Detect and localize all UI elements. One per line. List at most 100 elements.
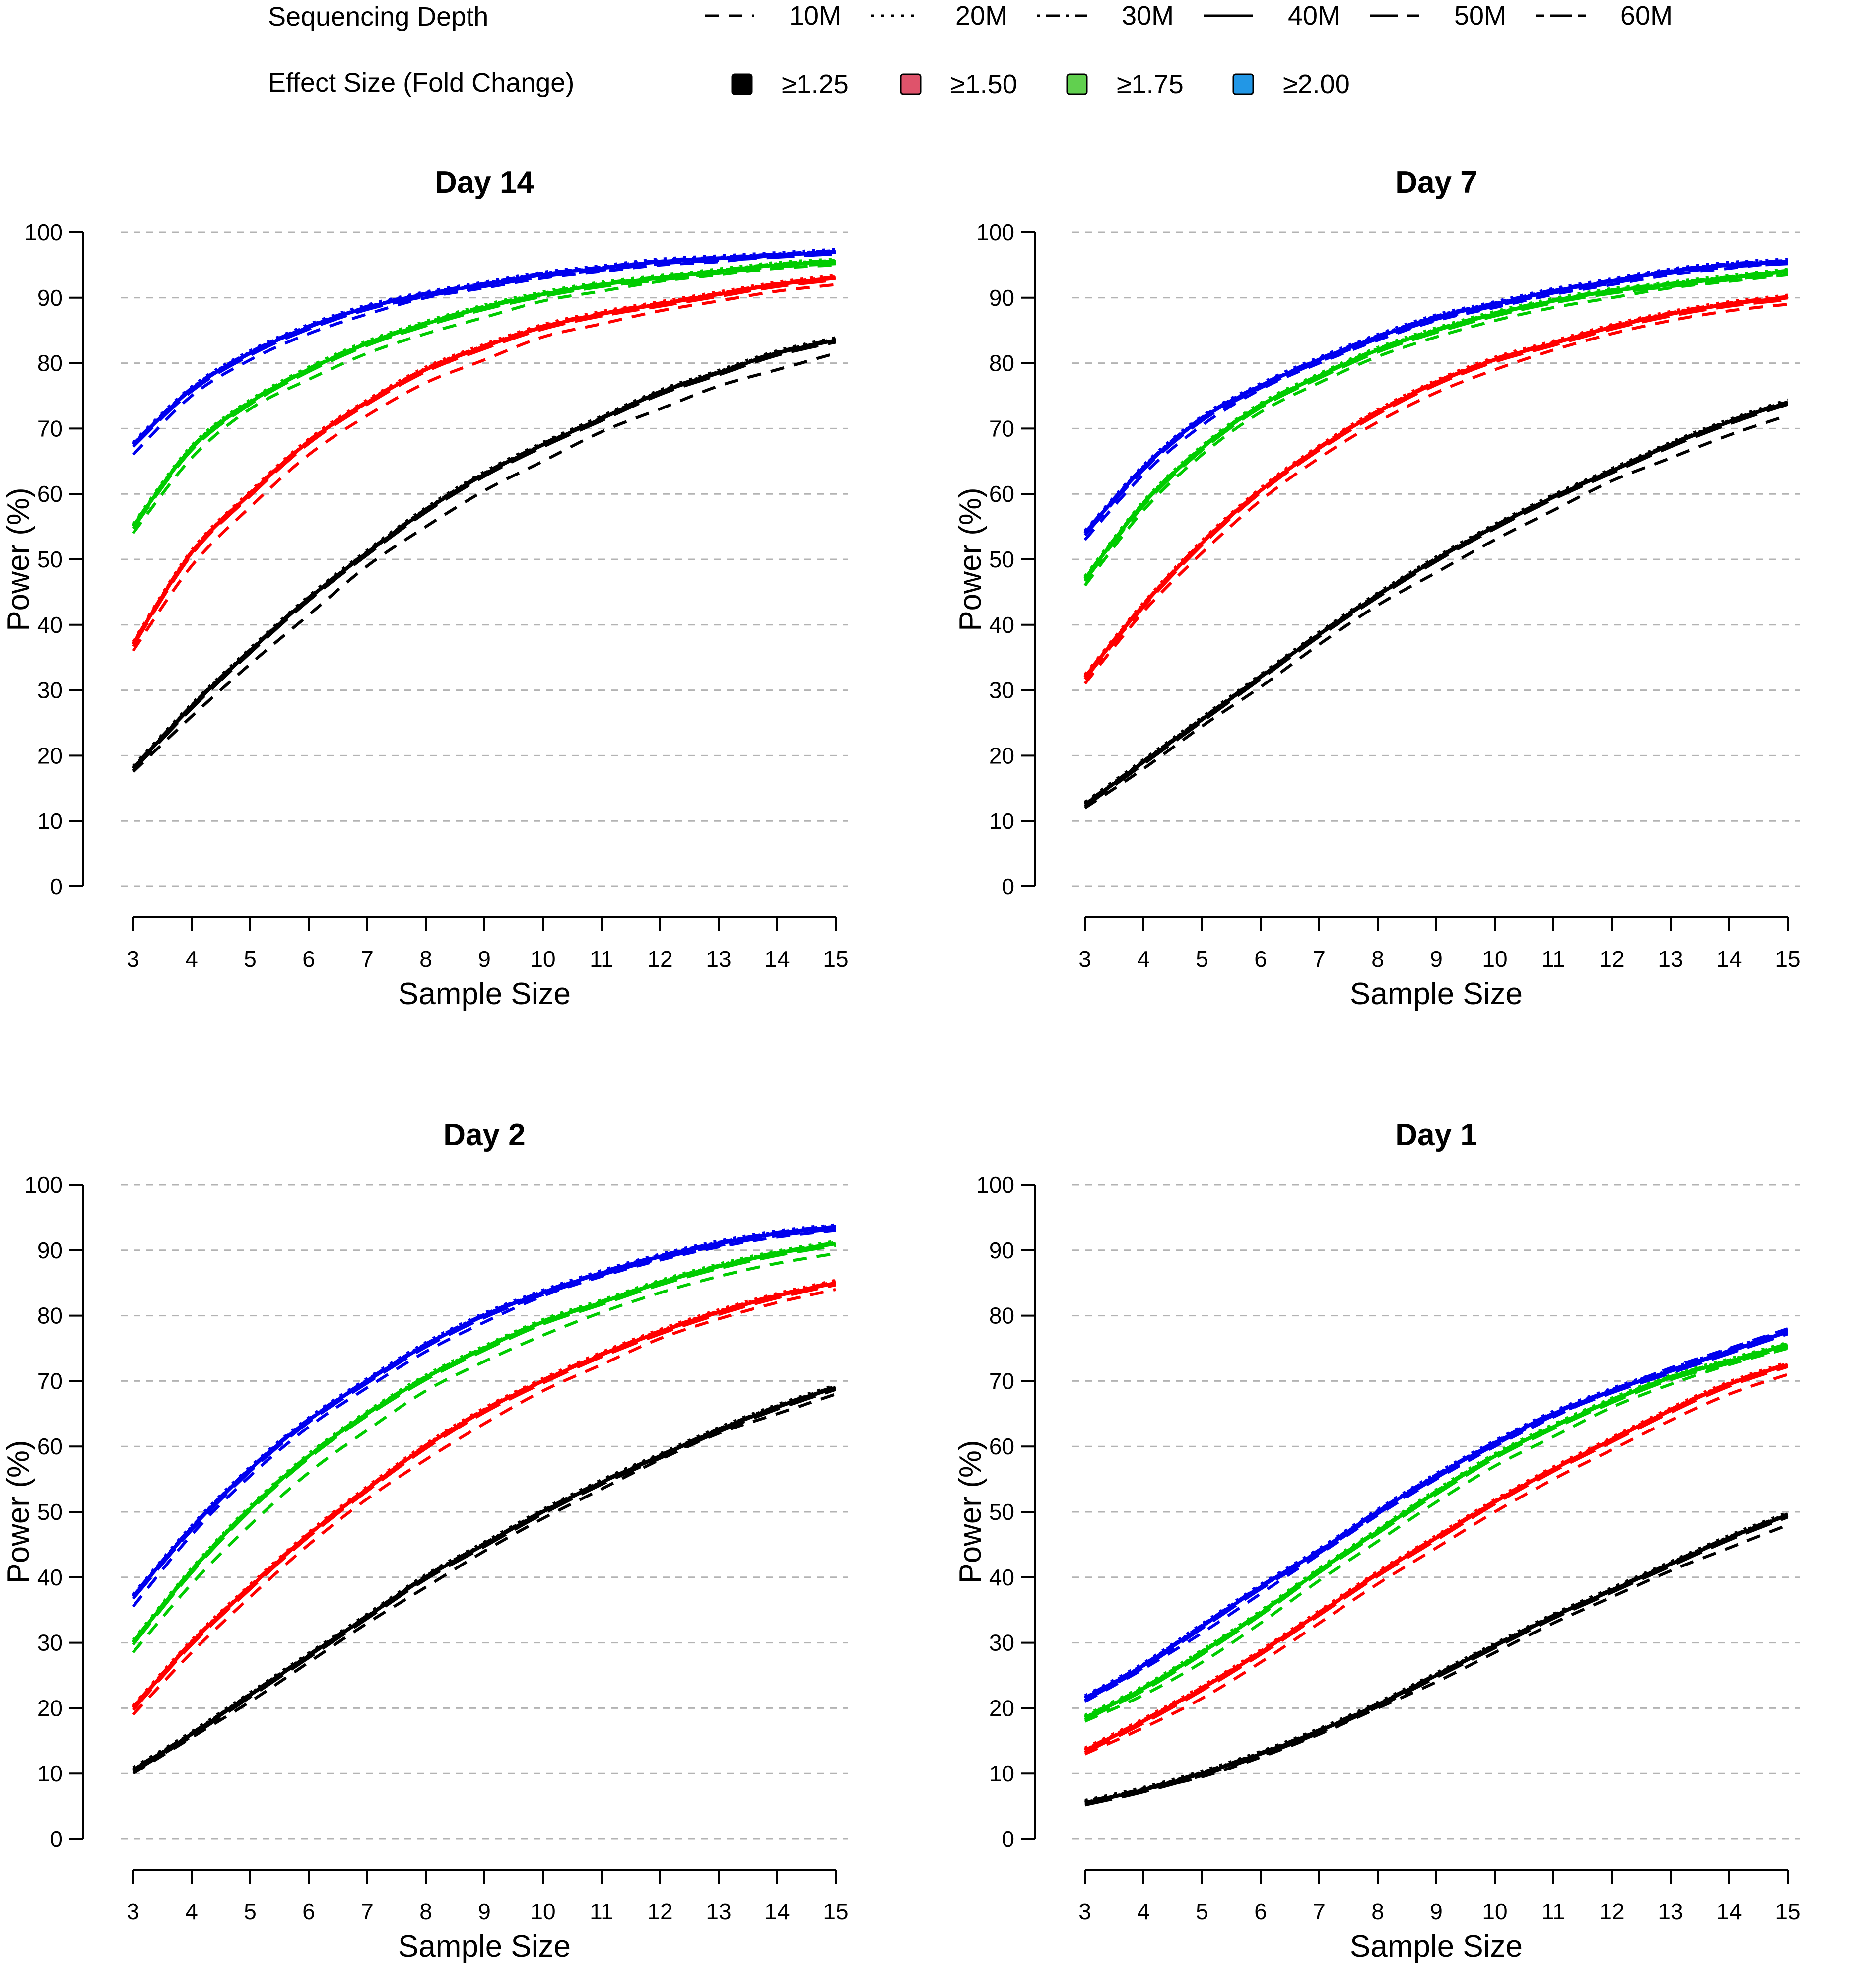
x-tick-label: 9 xyxy=(478,1899,491,1924)
y-tick-label: 0 xyxy=(50,874,63,899)
legend-depth-title: Sequencing Depth xyxy=(268,2,488,32)
series-line-2-twodash xyxy=(132,260,836,527)
series-line-1-twodash xyxy=(132,275,836,645)
series-line-3-10M xyxy=(1083,260,1788,541)
x-tick-label: 13 xyxy=(706,946,731,972)
x-tick-label: 10 xyxy=(530,1899,555,1924)
legend-depth-label-60M: 60M xyxy=(1620,1,1673,31)
x-tick-label: 14 xyxy=(764,946,790,972)
x-tick-label: 13 xyxy=(706,1899,731,1924)
y-tick-label: 90 xyxy=(37,1237,63,1263)
y-tick-label: 70 xyxy=(37,1368,63,1394)
y-tick-label: 70 xyxy=(989,1368,1014,1394)
chart-panel-2: Day 7 0 10 20 30 40 50 60 70 80 90 100 Power (%) 3 4 5 6… xyxy=(953,165,1801,1011)
series-line-0-solid xyxy=(1084,1513,1789,1805)
series-line-1-dotdash xyxy=(1083,295,1788,677)
legend-effect-label-1: ≥1.50 xyxy=(950,69,1017,99)
series-line-2-10M xyxy=(1083,273,1788,587)
series-line-1-solid xyxy=(1084,1363,1789,1753)
series-line-0-twodash xyxy=(1084,400,1788,806)
legend-depth-label-40M: 40M xyxy=(1288,1,1340,31)
y-tick-label: 90 xyxy=(989,285,1014,311)
y-tick-label: 100 xyxy=(24,219,63,245)
y-tick-label: 10 xyxy=(989,1761,1014,1786)
y-tick-label: 60 xyxy=(37,1433,63,1459)
chart-panel-3: Day 2 0 10 20 30 40 50 60 70 80 90 100 Power (%) 3 4 5 6… xyxy=(1,1118,849,1964)
x-tick-label: 12 xyxy=(647,1899,672,1924)
series-line-3-longdash xyxy=(132,252,836,448)
x-tick-label: 14 xyxy=(1716,1899,1742,1924)
x-tick-label: 10 xyxy=(530,946,555,972)
series-line-0-10M xyxy=(1084,414,1788,810)
y-tick-label: 10 xyxy=(37,808,63,834)
y-tick-label: 10 xyxy=(989,808,1014,834)
series-line-1-twodash xyxy=(1083,295,1788,678)
x-tick-label: 8 xyxy=(1371,1899,1384,1924)
series-line-2-twodash xyxy=(132,1241,836,1643)
legend-effect-label-3: ≥2.00 xyxy=(1283,69,1350,99)
y-tick-label: 0 xyxy=(50,1826,63,1852)
legend-depth-label-10M: 10M xyxy=(789,1,841,31)
series-line-2-10M xyxy=(132,263,836,535)
x-tick-label: 6 xyxy=(1254,1899,1267,1924)
y-axis-label: Power (%) xyxy=(953,1440,988,1583)
series-line-3-twodash xyxy=(1083,260,1788,534)
series-line-2-longdash xyxy=(132,262,836,530)
x-tick-label: 5 xyxy=(244,1899,257,1924)
series-line-0-10M xyxy=(1084,1523,1789,1805)
series-line-2-solid xyxy=(1083,270,1788,580)
legend-effect-swatch-1 xyxy=(900,73,922,95)
y-tick-label: 60 xyxy=(37,481,63,507)
series-line-0-solid xyxy=(132,339,836,770)
series-line-1-longdash xyxy=(1083,298,1788,681)
series-line-0-dotted xyxy=(132,336,836,767)
y-axis-label: Power (%) xyxy=(1,487,36,631)
y-tick-label: 40 xyxy=(37,1565,63,1590)
y-tick-label: 50 xyxy=(989,546,1014,572)
y-tick-label: 50 xyxy=(989,1499,1014,1525)
series-line-1-10M xyxy=(132,1288,836,1716)
series-line-1-10M xyxy=(132,283,836,652)
chart-title: Day 2 xyxy=(443,1118,525,1152)
x-tick-label: 7 xyxy=(361,946,374,972)
x-tick-label: 5 xyxy=(244,946,257,972)
series-line-3-10M xyxy=(1084,1327,1788,1703)
series-line-1-10M xyxy=(1084,1373,1788,1756)
x-tick-label: 3 xyxy=(1078,946,1091,972)
y-tick-label: 20 xyxy=(37,743,63,768)
series-line-0-twodash xyxy=(132,1385,836,1771)
series-line-1-longdash xyxy=(132,278,836,647)
series-line-2-dotted xyxy=(132,1239,836,1641)
x-tick-label: 15 xyxy=(1775,1899,1800,1924)
series-line-1-10M xyxy=(1083,303,1788,685)
x-tick-label: 9 xyxy=(1430,946,1443,972)
series-line-0-solid xyxy=(1083,401,1789,807)
x-tick-label: 8 xyxy=(1371,946,1384,972)
y-tick-label: 50 xyxy=(37,1499,63,1525)
legend-depth-items: 10M 20M 30M 40M 50M 60M xyxy=(705,1,1673,31)
x-axis-label: Sample Size xyxy=(398,977,571,1011)
y-tick-label: 80 xyxy=(989,350,1014,376)
x-tick-label: 7 xyxy=(361,1899,374,1924)
series-line-3-dotdash xyxy=(1083,259,1788,533)
y-tick-label: 20 xyxy=(37,1695,63,1721)
series-line-2-solid xyxy=(1084,1343,1788,1720)
chart-panel-4: Day 1 0 10 20 30 40 50 60 70 80 90 100 Power (%) 3 4 5 6… xyxy=(953,1118,1801,1964)
series-line-0-longdash xyxy=(1084,1515,1789,1807)
series-line-2-longdash xyxy=(132,1244,836,1646)
legend-depth-label-30M: 30M xyxy=(1122,1,1174,31)
series-line-0-10M xyxy=(132,351,836,773)
series-line-0-dotted xyxy=(1084,1511,1789,1802)
y-tick-label: 50 xyxy=(37,546,63,572)
y-axis-label: Power (%) xyxy=(1,1440,36,1583)
x-tick-label: 8 xyxy=(419,1899,432,1924)
y-tick-label: 20 xyxy=(989,1695,1014,1721)
x-tick-label: 12 xyxy=(1599,946,1624,972)
x-tick-label: 9 xyxy=(478,946,491,972)
series-line-0-solid xyxy=(132,1386,837,1772)
x-tick-label: 3 xyxy=(127,1899,139,1924)
legend-effect-label-0: ≥1.25 xyxy=(782,69,849,99)
legend-depth-label-50M: 50M xyxy=(1454,1,1506,31)
x-tick-label: 4 xyxy=(1137,946,1150,972)
